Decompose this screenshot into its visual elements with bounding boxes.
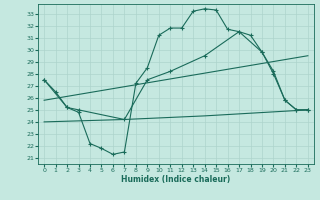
X-axis label: Humidex (Indice chaleur): Humidex (Indice chaleur) bbox=[121, 175, 231, 184]
